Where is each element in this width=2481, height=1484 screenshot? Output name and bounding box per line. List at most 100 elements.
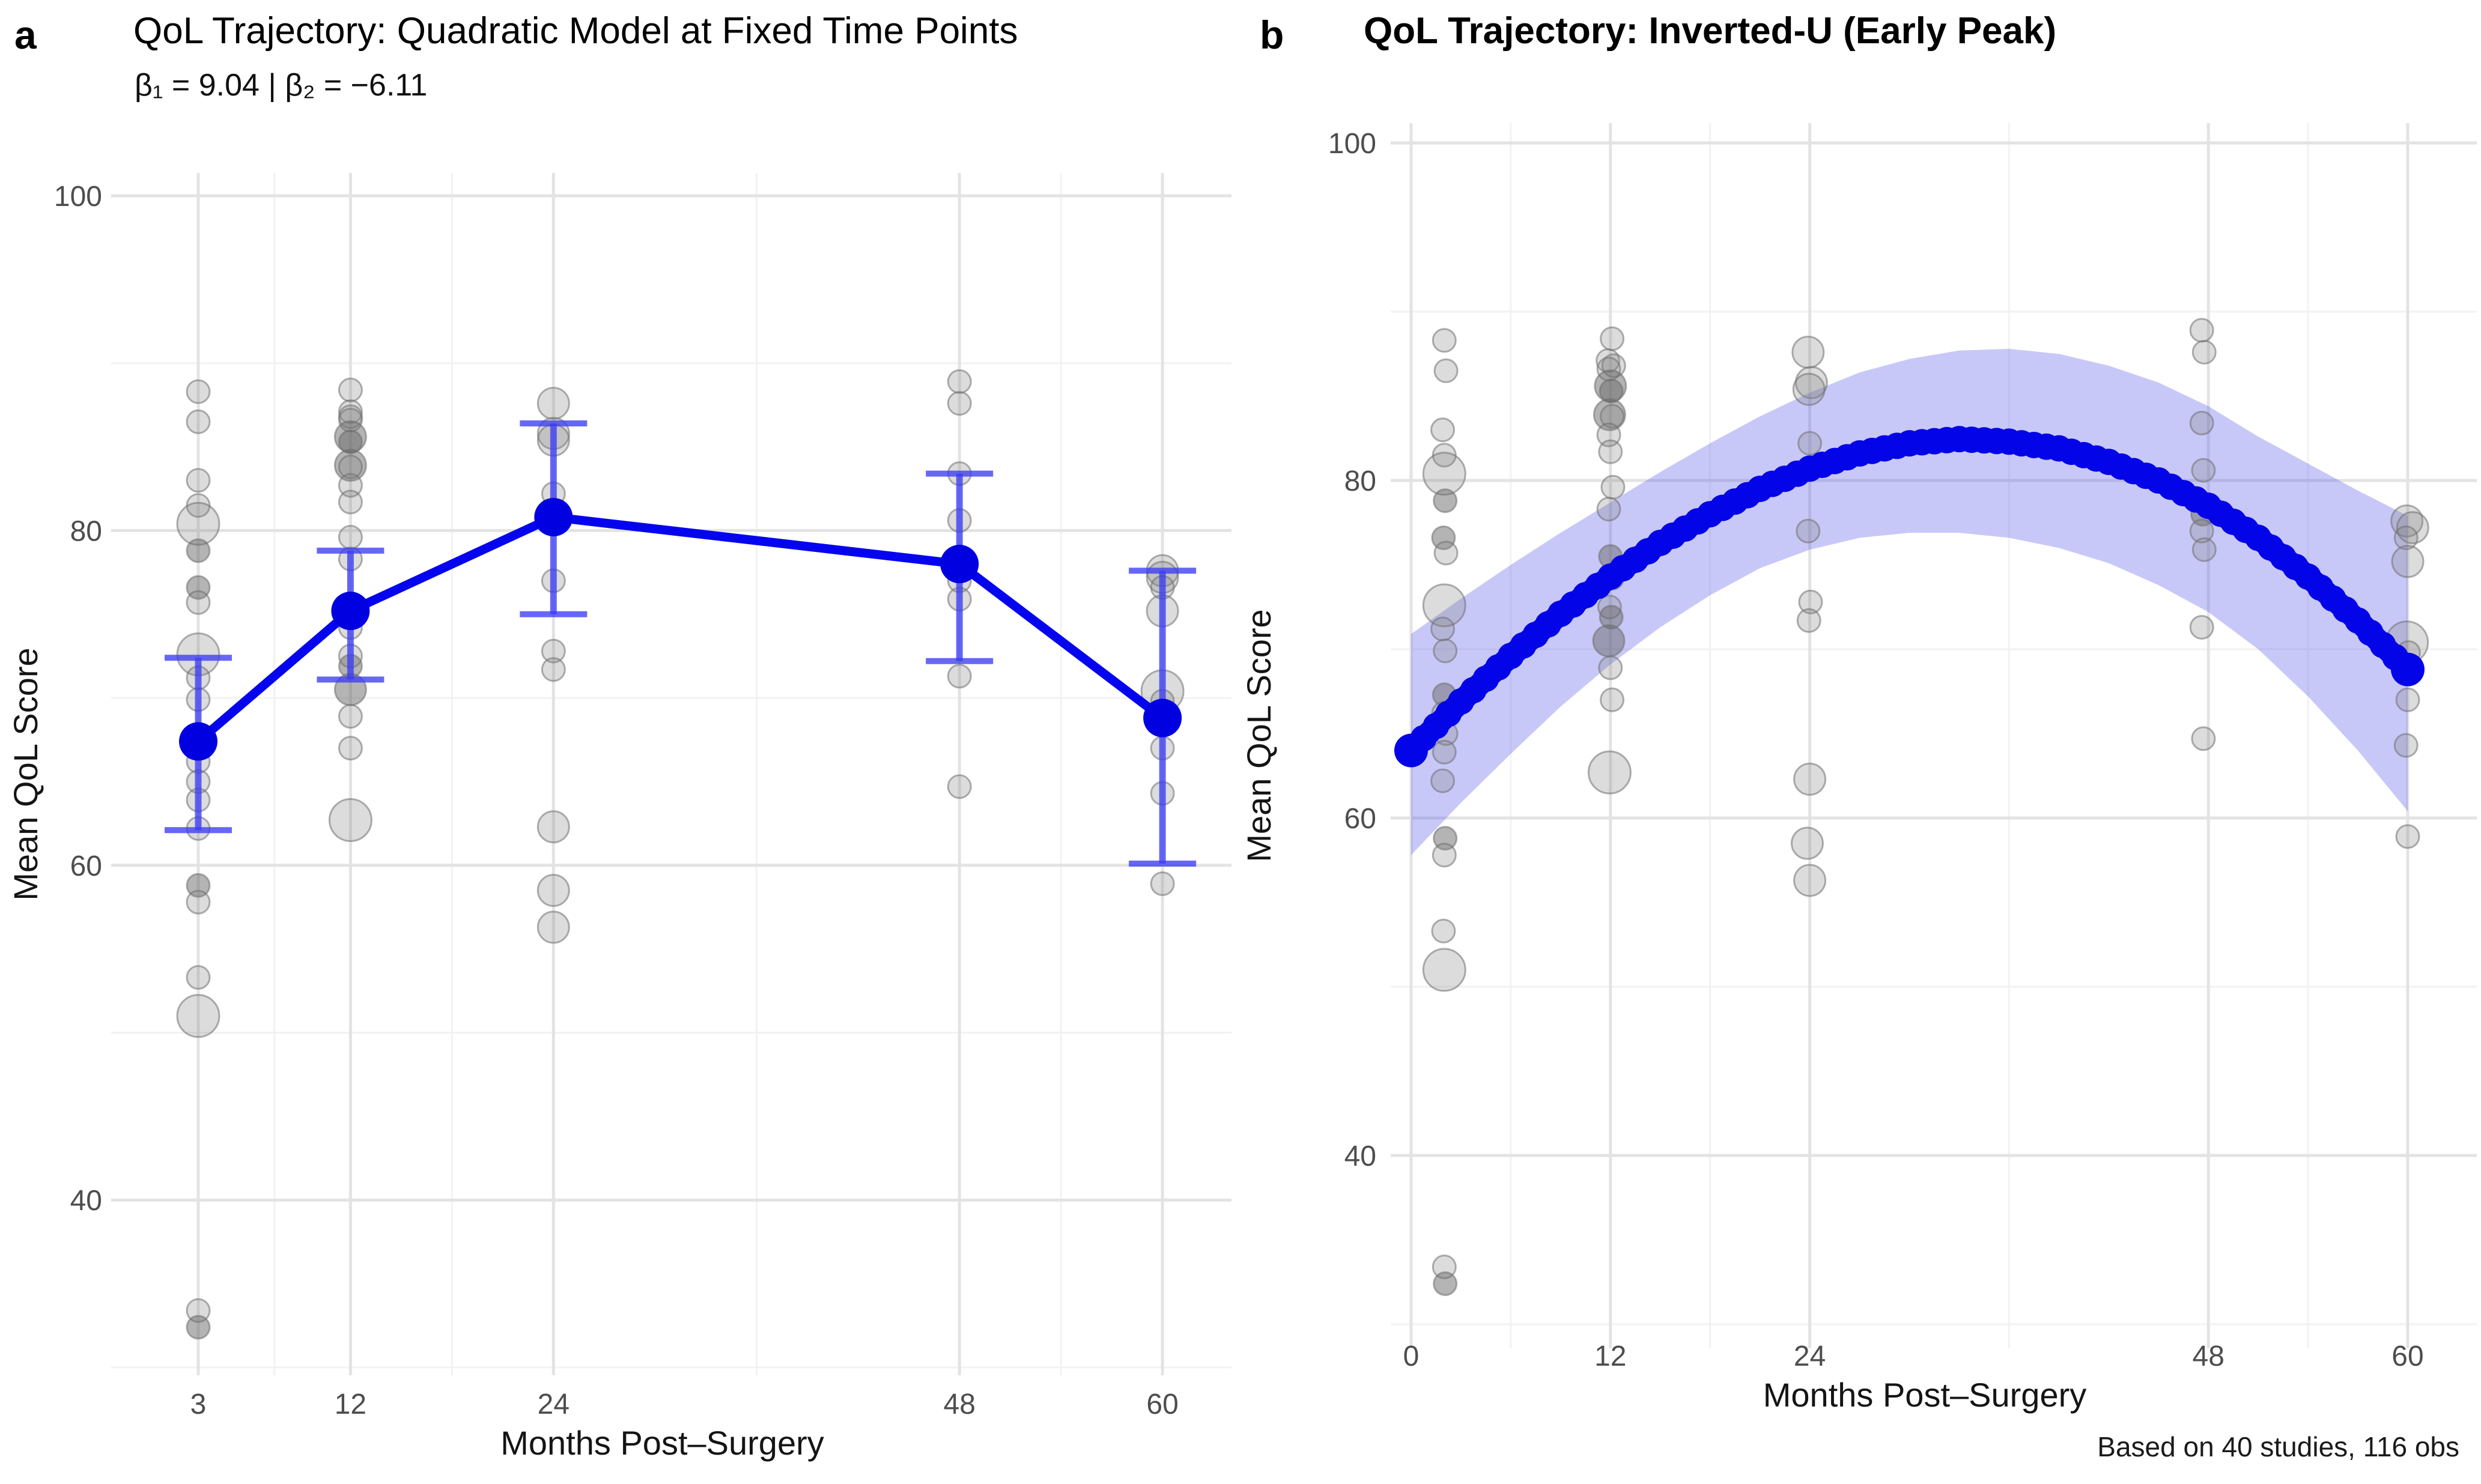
y-tick-label: 40 bbox=[1344, 1140, 1376, 1172]
observation-point bbox=[176, 994, 220, 1038]
observation-point bbox=[1793, 762, 1827, 796]
observation-point bbox=[947, 664, 972, 689]
observation-point bbox=[1150, 871, 1175, 896]
observation-point bbox=[947, 774, 972, 799]
observation-point bbox=[1796, 608, 1821, 633]
observation-point bbox=[338, 473, 363, 498]
observation-point bbox=[2189, 614, 2214, 640]
observation-point bbox=[541, 638, 566, 664]
mean-point bbox=[1143, 698, 1182, 737]
observation-point bbox=[186, 538, 211, 563]
observation-point bbox=[1430, 417, 1456, 443]
observation-point bbox=[536, 910, 570, 944]
observation-point bbox=[338, 525, 363, 550]
grid bbox=[111, 173, 1231, 1375]
observation-point bbox=[2189, 410, 2214, 435]
mean-point bbox=[179, 722, 217, 761]
observation-point bbox=[1797, 431, 1823, 456]
observation-point bbox=[1600, 687, 1625, 712]
observation-point bbox=[536, 874, 570, 907]
y-tick-label: 60 bbox=[1344, 803, 1376, 835]
observation-point bbox=[2189, 318, 2214, 343]
observation-point bbox=[2191, 726, 2216, 751]
observation-point bbox=[1600, 474, 1626, 500]
observation-point bbox=[1431, 525, 1456, 551]
trend-curve-end bbox=[2391, 652, 2425, 686]
y-axis-title: Mean QoL Score bbox=[7, 647, 44, 900]
observation-point bbox=[1598, 439, 1623, 464]
x-tick-label: 3 bbox=[190, 1389, 207, 1420]
grid bbox=[1391, 123, 2477, 1348]
observation-point bbox=[186, 889, 211, 915]
observation-point bbox=[1792, 372, 1826, 406]
panel-b-title: QoL Trajectory: Inverted-U (Early Peak) bbox=[1364, 10, 2057, 52]
panel-a-subtitle: β₁ = 9.04 | β₂ = −6.11 bbox=[135, 68, 428, 103]
observation-point bbox=[186, 379, 211, 404]
panel-b-plot: 0 12 24 48 60 100 80 60 40 Months Post–Surgery Mea… bbox=[1240, 123, 2477, 1414]
panel-a-plot: 3 12 24 48 60 100 80 60 40 Months Post–Surgery Mea… bbox=[7, 173, 1231, 1462]
x-tick-label: 0 bbox=[1403, 1340, 1420, 1372]
observation-point bbox=[1600, 404, 1625, 429]
observation-point bbox=[186, 590, 211, 615]
observation-point bbox=[1796, 518, 1821, 544]
observation-point bbox=[186, 468, 211, 493]
x-tick-label: 60 bbox=[2391, 1340, 2423, 1372]
observation-point bbox=[947, 391, 972, 416]
observation-point bbox=[1592, 624, 1626, 658]
y-tick-label: 80 bbox=[70, 515, 102, 547]
observation-point bbox=[2191, 339, 2217, 365]
x-tick-label: 48 bbox=[944, 1389, 976, 1420]
observation-point bbox=[2391, 545, 2425, 578]
x-tick-label: 60 bbox=[1146, 1389, 1178, 1420]
y-tick-label: 80 bbox=[1344, 465, 1376, 497]
panel-a-title: QoL Trajectory: Quadratic Model at Fixed… bbox=[133, 10, 1018, 52]
observation-point bbox=[1431, 918, 1456, 943]
observation-point bbox=[1422, 948, 1466, 992]
observation-point bbox=[541, 657, 566, 682]
panel-b-tag: b bbox=[1260, 13, 1284, 57]
observation-point bbox=[186, 409, 211, 434]
observation-point bbox=[2191, 537, 2217, 562]
x-axis-title: Months Post–Surgery bbox=[500, 1424, 824, 1462]
observations bbox=[176, 369, 1185, 1340]
observation-point bbox=[536, 387, 570, 420]
observation-point bbox=[186, 965, 211, 990]
panel-a: a QoL Trajectory: Quadratic Model at Fix… bbox=[0, 0, 1240, 1484]
x-tick-label: 12 bbox=[1594, 1340, 1626, 1372]
x-tick-label: 48 bbox=[2193, 1340, 2224, 1372]
observation-point bbox=[338, 736, 363, 761]
observation-point bbox=[1422, 452, 1466, 496]
mean-point bbox=[534, 498, 573, 537]
y-tick-label: 40 bbox=[70, 1185, 102, 1217]
observation-point bbox=[1793, 864, 1827, 897]
observation-point bbox=[338, 704, 363, 729]
observation-point bbox=[2393, 733, 2419, 758]
observation-point bbox=[338, 489, 363, 515]
observation-point bbox=[1430, 768, 1456, 793]
observation-point bbox=[1433, 1271, 1458, 1297]
y-tick-label: 100 bbox=[54, 181, 102, 213]
panel-b: b QoL Trajectory: Inverted-U (Early Peak… bbox=[1240, 0, 2481, 1484]
observation-point bbox=[186, 1315, 211, 1340]
observation-point bbox=[1598, 655, 1623, 680]
y-axis-title: Mean QoL Score bbox=[1240, 609, 1278, 862]
observation-point bbox=[1433, 488, 1458, 513]
observation-point bbox=[947, 369, 972, 394]
observation-point bbox=[536, 810, 570, 844]
mean-point bbox=[331, 592, 370, 631]
observations bbox=[1422, 318, 2429, 1297]
panel-b-caption: Based on 40 studies, 116 obs bbox=[2097, 1431, 2459, 1462]
x-tick-label: 24 bbox=[538, 1389, 569, 1420]
observation-point bbox=[1430, 616, 1456, 641]
observation-point bbox=[1798, 589, 1823, 614]
observation-point bbox=[2189, 518, 2214, 544]
y-tick-label: 100 bbox=[1328, 128, 1376, 160]
observation-point bbox=[1432, 328, 1457, 353]
y-tick-label: 60 bbox=[70, 850, 102, 882]
observation-point bbox=[338, 454, 363, 479]
observation-point bbox=[1587, 750, 1632, 795]
trend-curve-end bbox=[1394, 733, 1428, 768]
observation-point bbox=[186, 873, 211, 898]
observation-point bbox=[1790, 826, 1824, 860]
